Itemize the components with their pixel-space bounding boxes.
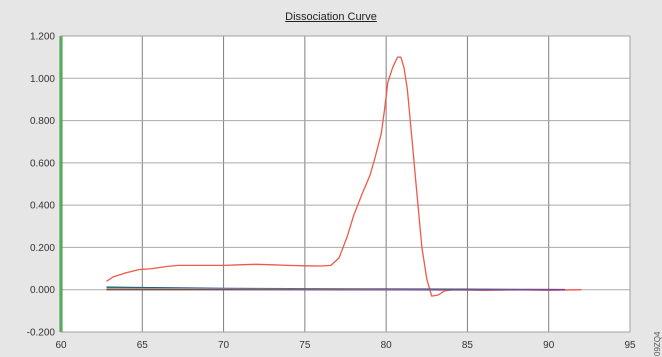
x-tick-labels: 60 65 70 75 80 85 90 95 <box>55 340 636 351</box>
x-tick-label: 60 <box>55 340 67 351</box>
x-tick-label: 85 <box>462 340 474 351</box>
x-tick-label: 90 <box>543 340 555 351</box>
x-tick-label: 65 <box>137 340 149 351</box>
y-tick-label: 1.000 <box>30 74 55 85</box>
x-tick-label: 75 <box>299 340 311 351</box>
side-code: 09ZQ4 <box>653 331 662 356</box>
y-tick-labels: 1.200 1.000 0.800 0.600 0.400 0.200 0.000 -0.20… <box>27 32 56 339</box>
y-tick-label: 1.200 <box>30 32 55 43</box>
x-tick-label: 80 <box>381 340 393 351</box>
series-group <box>106 56 582 297</box>
x-tick-label: 70 <box>218 340 230 351</box>
y-tick-label: -0.200 <box>27 328 56 339</box>
y-tick-label: 0.000 <box>30 285 55 296</box>
x-tick-label: 95 <box>624 340 636 351</box>
y-tick-label: 0.600 <box>30 158 55 169</box>
plot-border <box>60 35 631 333</box>
y-tick-label: 0.400 <box>30 201 55 212</box>
plot-area <box>61 36 630 332</box>
y-tick-label: 0.200 <box>30 243 55 254</box>
y-tick-label: 0.800 <box>30 116 55 127</box>
series-line <box>106 56 582 297</box>
chart-title: Dissociation Curve <box>285 11 377 23</box>
